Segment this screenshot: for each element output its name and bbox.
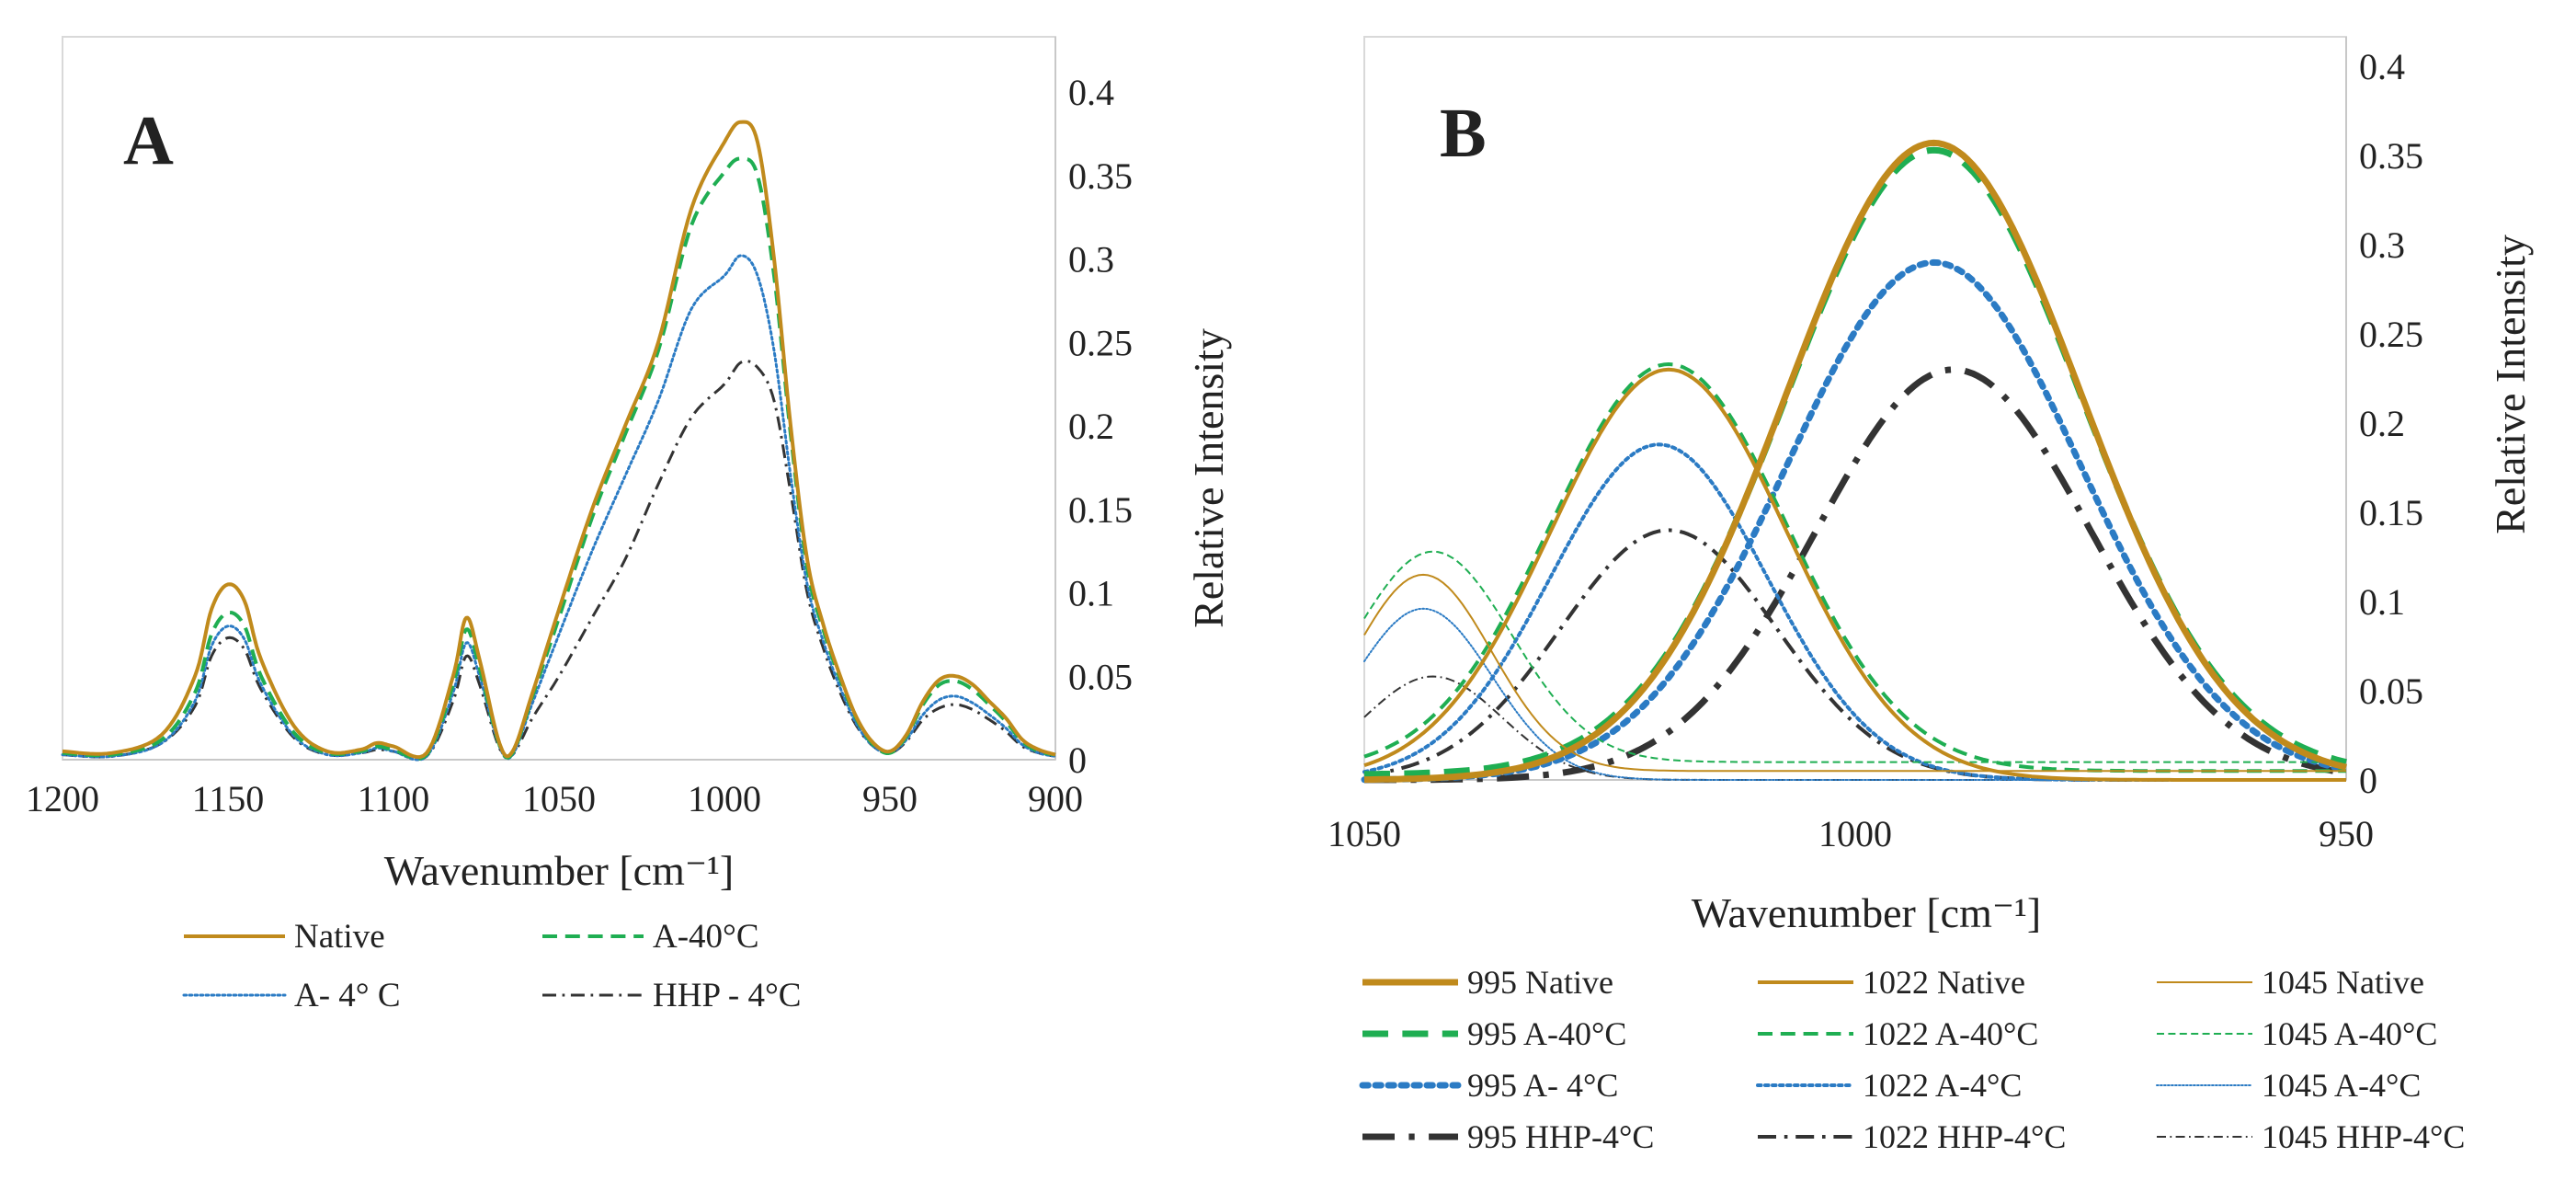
- panel-a-y-tick-0.35: 0.35: [1068, 155, 1133, 197]
- panel-b-x-ticks: 1050 1000 950: [1328, 813, 2374, 854]
- panel-a-legend-label-a-4-c: A- 4° C: [294, 977, 401, 1014]
- panel-a-legend-item-a-4-c: A- 4° C: [182, 977, 401, 1014]
- panel-a-x-tick-1100: 1100: [358, 778, 430, 819]
- panel-b-legend-item-1045-hhp-4-c: 1045 HHP-4°C: [2157, 1118, 2465, 1155]
- panel-b-legend-item-1045-a-40-c: 1045 A-40°C: [2157, 1015, 2437, 1052]
- panel-a-series-a-40-c: [62, 156, 1056, 761]
- panel-a-legend-label-a-40-c: A-40°C: [653, 918, 759, 956]
- panel-a-x-tick-900: 900: [1028, 778, 1083, 819]
- panel-b-x-tick-1050: 1050: [1328, 813, 1401, 854]
- panel-a-x-tick-1150: 1150: [192, 778, 265, 819]
- panel-b-legend: 995 Native 1022 Native 1045 Native 995 A-40…: [1359, 964, 2465, 1155]
- panel-b-x-axis-title: Wavenumber [cm⁻¹]: [1692, 889, 2042, 936]
- panel-b-legend-label-1045-a-40-c: 1045 A-40°C: [2262, 1015, 2437, 1052]
- panel-b-series-1045-native: [1363, 573, 2346, 773]
- panel-a-x-axis-title: Wavenumber [cm⁻¹]: [384, 847, 735, 894]
- panel-b-y-tick-0: 0: [2359, 760, 2377, 801]
- panel-a-x-tick-1000: 1000: [688, 778, 761, 819]
- panel-b-legend-item-995-hhp-4-c: 995 HHP-4°C: [1362, 1118, 1654, 1155]
- panel-a-series-hhp-4-c: [62, 360, 1056, 761]
- panel-a-series-native: [62, 120, 1056, 760]
- panel-a-y-tick-0: 0: [1068, 739, 1087, 781]
- panel-b-legend-item-1022-hhp-4-c: 1022 HHP-4°C: [1758, 1118, 2066, 1155]
- panel-b-legend-label-995-native: 995 Native: [1467, 964, 1613, 1001]
- panel-a-y-tick-0.05: 0.05: [1068, 656, 1133, 697]
- panel-b-y-tick-0.15: 0.15: [2359, 492, 2423, 533]
- panel-a-y-tick-0.2: 0.2: [1068, 406, 1114, 447]
- panel-a-legend-item-native: Native: [184, 918, 385, 956]
- panel-b-x-axis-title-text: Wavenumber [cm⁻¹]: [1692, 889, 2042, 936]
- panel-a-y-tick-0.1: 0.1: [1068, 573, 1114, 614]
- panel-b-legend-label-1022-native: 1022 Native: [1863, 964, 2025, 1001]
- panel-b-legend-label-995-hhp-4-c: 995 HHP-4°C: [1467, 1118, 1654, 1155]
- panel-a-y-ticks: 0 0.05 0.1 0.15 0.2 0.25 0.3 0.35 0.4: [1068, 72, 1133, 781]
- panel-b-x-tick-1000: 1000: [1818, 813, 1892, 854]
- panel-b-legend-label-995-a-4-c: 995 A- 4°C: [1467, 1067, 1618, 1104]
- panel-b-series-1022-hhp-4-c: [1363, 528, 2346, 782]
- panel-b-legend-label-1045-native: 1045 Native: [2262, 964, 2424, 1001]
- panel-b-legend-item-1022-a-4-c: 1022 A-4°C: [1756, 1067, 2022, 1104]
- panel-a-legend-label-hhp-4-c: HHP - 4°C: [653, 977, 801, 1014]
- panel-b-y-tick-0.1: 0.1: [2359, 581, 2405, 623]
- panel-b-legend-item-1045-native: 1045 Native: [2157, 964, 2424, 1001]
- panel-b-letter: B: [1440, 95, 1487, 172]
- panel-b-legend-label-995-a-40-c: 995 A-40°C: [1467, 1015, 1626, 1052]
- panel-b-series: [1361, 139, 2350, 784]
- panel-b-y-tick-0.25: 0.25: [2359, 314, 2423, 355]
- panel-a-x-tick-1050: 1050: [522, 778, 596, 819]
- panel-a-series-a-4-c: [61, 254, 1057, 762]
- panel-b-series-995-native: [1364, 139, 2347, 784]
- panel-a-legend: Native A-40°C A- 4° C HHP - 4°C: [182, 918, 801, 1014]
- panel-a-legend-item-hhp-4-c: HHP - 4°C: [542, 977, 801, 1014]
- panel-b-y-ticks: 0 0.05 0.1 0.15 0.2 0.25 0.3 0.35 0.4: [2359, 46, 2423, 801]
- panel-a-x-ticks: 1200 1150 1100 1050 1000 950 900: [26, 778, 1083, 819]
- panel-b-legend-label-1045-a-4-c: 1045 A-4°C: [2262, 1067, 2421, 1104]
- panel-a: A 1200 1150 1100 1050 1000 950 900 0 0.05 0.1 0.1…: [26, 36, 1232, 1014]
- panel-b-legend-label-1045-hhp-4-c: 1045 HHP-4°C: [2262, 1118, 2465, 1155]
- panel-b-legend-item-1022-native: 1022 Native: [1758, 964, 2025, 1001]
- panel-b-legend-label-1022-hhp-4-c: 1022 HHP-4°C: [1863, 1118, 2066, 1155]
- panel-b-legend-item-995-a-4-c: 995 A- 4°C: [1359, 1067, 1618, 1104]
- panel-b-legend-label-1022-a-4-c: 1022 A-4°C: [1863, 1067, 2022, 1104]
- panel-a-legend-label-native: Native: [294, 918, 385, 956]
- panel-a-series: [61, 120, 1057, 762]
- panel-a-legend-item-a-40-c: A-40°C: [542, 918, 759, 956]
- panel-b-y-axis-title: Relative Intensity: [2487, 235, 2534, 534]
- panel-a-y-tick-0.3: 0.3: [1068, 239, 1114, 281]
- panel-b-y-tick-0.35: 0.35: [2359, 135, 2423, 177]
- panel-b-legend-item-995-a-40-c: 995 A-40°C: [1362, 1015, 1626, 1052]
- panel-a-y-tick-0.15: 0.15: [1068, 489, 1133, 531]
- panel-a-x-axis-title-text: Wavenumber [cm⁻¹]: [384, 847, 735, 894]
- panel-a-letter: A: [123, 102, 174, 179]
- panel-b-series-1022-native: [1363, 367, 2346, 782]
- panel-b-legend-label-1022-a-40-c: 1022 A-40°C: [1863, 1015, 2038, 1052]
- panel-b-x-tick-950: 950: [2319, 813, 2374, 854]
- panel-b-y-tick-0.3: 0.3: [2359, 224, 2405, 266]
- panel-a-y-axis-title: Relative Intensity: [1185, 328, 1232, 628]
- panel-b-legend-item-1022-a-40-c: 1022 A-40°C: [1758, 1015, 2038, 1052]
- panel-b-y-tick-0.2: 0.2: [2359, 403, 2405, 444]
- panel-a-plot-area: [62, 36, 1056, 761]
- panel-a-x-tick-1200: 1200: [26, 778, 99, 819]
- panel-a-y-tick-0.25: 0.25: [1068, 322, 1133, 363]
- panel-b-legend-item-1045-a-4-c: 1045 A-4°C: [2156, 1067, 2421, 1104]
- panel-b-y-tick-0.05: 0.05: [2359, 670, 2423, 712]
- panel-b: B 1050 1000 950 0 0.05 0.1 0.15 0.2 0.25 0.3 0.35…: [1328, 36, 2534, 1155]
- panel-a-y-tick-0.4: 0.4: [1068, 72, 1114, 113]
- panel-b-legend-item-995-native: 995 Native: [1362, 964, 1613, 1001]
- panel-b-series-995-hhp-4-c: [1363, 366, 2347, 784]
- panel-b-y-tick-0.4: 0.4: [2359, 46, 2405, 87]
- panel-a-x-tick-950: 950: [862, 778, 918, 819]
- panel-b-plot-area: [1363, 36, 2347, 781]
